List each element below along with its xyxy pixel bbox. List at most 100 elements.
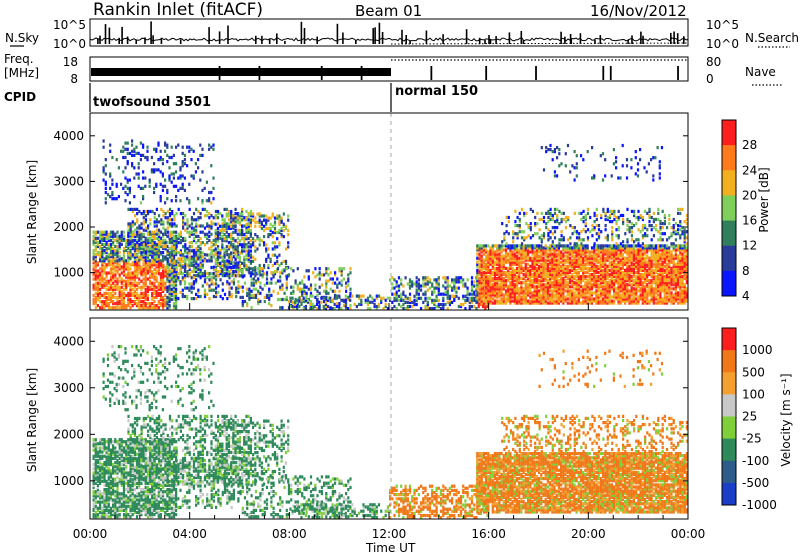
power-cell: [433, 286, 436, 290]
power-cell: [249, 220, 252, 224]
power-cell: [186, 197, 189, 201]
power-cell: [131, 230, 134, 234]
power-cell: [540, 248, 543, 252]
power-cell: [232, 280, 235, 284]
power-cell: [546, 266, 549, 270]
power-cell: [162, 232, 165, 236]
power-cell: [300, 298, 303, 302]
power-cell: [157, 291, 160, 295]
power-cell: [485, 244, 488, 248]
power-cell: [179, 263, 182, 267]
power-cell: [296, 304, 299, 309]
power-cell: [324, 304, 327, 309]
power-cell: [144, 272, 148, 276]
power-cell: [120, 289, 123, 293]
power-cell: [236, 214, 239, 218]
power-cell: [248, 295, 251, 299]
power-cell: [485, 279, 488, 283]
power-cell: [92, 283, 95, 287]
power-cell: [199, 267, 202, 271]
power-cell: [296, 300, 299, 304]
power-cell: [518, 244, 521, 248]
power-cell: [118, 240, 121, 244]
power-cell: [184, 263, 187, 267]
power-cell: [549, 248, 552, 252]
power-cell: [513, 291, 516, 295]
power-cell: [522, 250, 525, 254]
power-cell: [161, 184, 164, 188]
power-cell: [188, 263, 191, 267]
power-cell: [531, 293, 534, 297]
power-cell: [617, 285, 620, 289]
power-cell: [227, 235, 230, 239]
power-cell: [613, 264, 616, 268]
power-cell: [136, 220, 139, 224]
power-cell: [151, 270, 154, 274]
power-cell: [560, 275, 563, 279]
power-cell: [549, 283, 552, 287]
power-cell: [610, 244, 613, 248]
power-cell: [619, 262, 622, 266]
power-cell: [590, 256, 594, 260]
power-cell: [188, 267, 191, 272]
power-cell: [173, 274, 176, 278]
power-cell: [470, 296, 474, 300]
power-cell: [131, 291, 134, 295]
power-cell: [234, 216, 237, 220]
power-cell: [281, 297, 284, 302]
power-cell: [320, 283, 323, 287]
power-cell: [582, 299, 585, 303]
power-cell: [126, 180, 129, 184]
power-cell: [524, 270, 527, 275]
power-cell: [496, 254, 499, 258]
power-cell: [265, 226, 268, 230]
power-cell: [462, 284, 465, 288]
power-cell: [504, 254, 508, 258]
power-cell: [157, 285, 160, 289]
power-cell: [177, 207, 180, 211]
power-cell: [263, 299, 266, 304]
power-cell: [480, 270, 483, 275]
power-cell: [309, 291, 313, 295]
power-cell: [232, 230, 235, 235]
power-cell: [164, 272, 167, 276]
power-cell: [116, 287, 119, 291]
power-cell: [101, 279, 104, 283]
power-cell: [542, 252, 545, 256]
power-cell: [542, 297, 545, 301]
power-cell: [318, 273, 321, 277]
power-cell: [334, 289, 337, 293]
power-cell: [549, 270, 552, 275]
power-cell: [179, 212, 182, 216]
power-cell: [496, 272, 499, 277]
power-cell: [586, 248, 589, 252]
power-cell: [118, 273, 121, 277]
power-cell: [573, 291, 576, 295]
power-cell: [137, 162, 140, 166]
power-cell: [395, 280, 398, 284]
power-cell: [184, 214, 187, 218]
power-cell: [504, 279, 508, 283]
power-cell: [577, 254, 580, 258]
power-cell: [360, 300, 363, 304]
power-cell: [577, 264, 580, 268]
power-cell: [628, 268, 631, 272]
power-cell: [168, 253, 171, 257]
power-cell: [529, 275, 532, 279]
power-cell: [500, 301, 503, 305]
power-cell: [568, 275, 572, 279]
power-cell: [127, 293, 130, 297]
power-cell: [142, 153, 145, 157]
power-cell: [397, 302, 401, 307]
power-cell: [260, 222, 263, 226]
power-cell: [129, 283, 132, 287]
power-cell: [520, 264, 523, 268]
power-cell: [129, 275, 132, 279]
power-cell: [513, 252, 516, 256]
power-cell: [151, 251, 154, 255]
power-cell: [566, 277, 569, 281]
power-cell: [228, 290, 231, 294]
power-cell: [489, 299, 492, 303]
power-cell: [504, 291, 508, 295]
power-cell: [504, 244, 508, 248]
